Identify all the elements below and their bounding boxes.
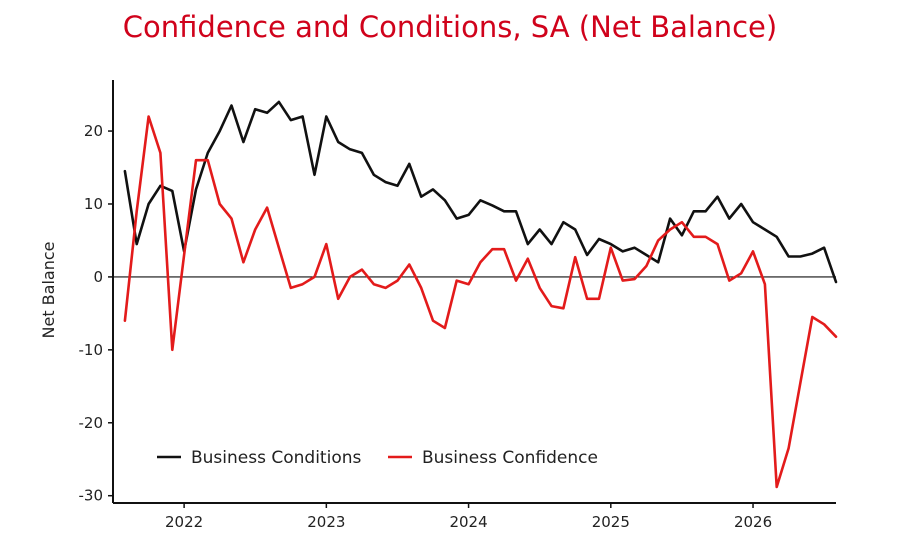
axes bbox=[112, 80, 836, 504]
series-line-business-confidence bbox=[123, 115, 838, 489]
legend-label-business-conditions: Business Conditions bbox=[191, 448, 361, 468]
series-lines bbox=[123, 100, 838, 489]
x-tick-label: 2025 bbox=[592, 513, 630, 531]
y-tick-label: 10 bbox=[84, 195, 103, 213]
x-tick-label: 2022 bbox=[165, 513, 203, 531]
y-tick-label: -30 bbox=[79, 487, 104, 505]
y-axis-title: Net Balance bbox=[39, 242, 58, 339]
y-tick-label: 20 bbox=[84, 122, 103, 140]
legend-label-business-confidence: Business Confidence bbox=[422, 448, 598, 468]
x-axis-ticks: 2022 2023 2024 2025 2026 bbox=[165, 503, 772, 531]
y-axis-ticks: 20 10 0 -10 -20 -30 bbox=[79, 122, 113, 505]
x-tick-label: 2024 bbox=[449, 513, 487, 531]
x-tick-label: 2026 bbox=[734, 513, 772, 531]
x-tick-label: 2023 bbox=[307, 513, 345, 531]
legend: Business Conditions Business Confidence bbox=[157, 448, 598, 468]
y-tick-label: -10 bbox=[79, 341, 104, 359]
chart-title: Confidence and Conditions, SA (Net Balan… bbox=[122, 10, 778, 44]
y-tick-label: -20 bbox=[79, 414, 104, 432]
series-line-business-conditions bbox=[123, 100, 838, 284]
y-tick-label: 0 bbox=[93, 268, 103, 286]
